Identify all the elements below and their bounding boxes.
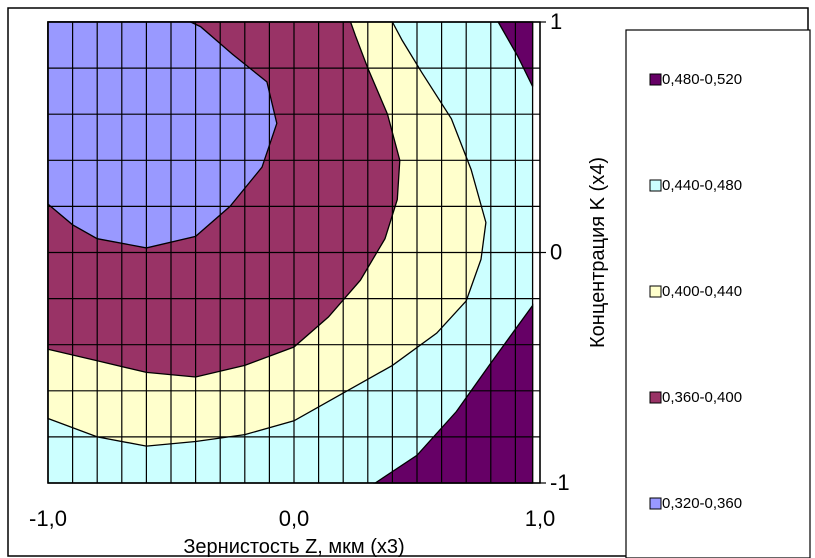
- y-tick-label: -1: [550, 470, 570, 495]
- legend-swatch: [649, 179, 662, 192]
- legend-label: 0,440-0,480: [662, 177, 742, 194]
- legend-swatch: [649, 391, 662, 404]
- x-tick-label: -1,0: [29, 506, 67, 531]
- legend-label: 0,360-0,400: [662, 389, 742, 406]
- x-axis-ticks: -1,0 0,0 1,0: [29, 506, 555, 531]
- legend-label: 0,320-0,360: [662, 495, 742, 512]
- plot-gridlines: [47, 21, 541, 484]
- legend-swatch: [649, 285, 662, 298]
- legend-label: 0,480-0,520: [662, 71, 742, 88]
- y-axis-ticks: 1 0 -1: [540, 9, 570, 495]
- x-tick-label: 0,0: [279, 506, 310, 531]
- x-tick-label: 1,0: [525, 506, 556, 531]
- legend-swatch: [649, 73, 662, 86]
- legend: 0,480-0,520 0,440-0,480 0,400-0,440 0,360-0…: [649, 71, 742, 512]
- y-axis-title: Концентрация K (х4): [587, 157, 609, 348]
- y-tick-label: 0: [550, 240, 562, 265]
- x-axis-title: Зернистость Z, мкм (х3): [183, 536, 404, 558]
- y-tick-label: 1: [550, 9, 562, 34]
- legend-label: 0,400-0,440: [662, 283, 742, 300]
- legend-swatch: [649, 497, 662, 510]
